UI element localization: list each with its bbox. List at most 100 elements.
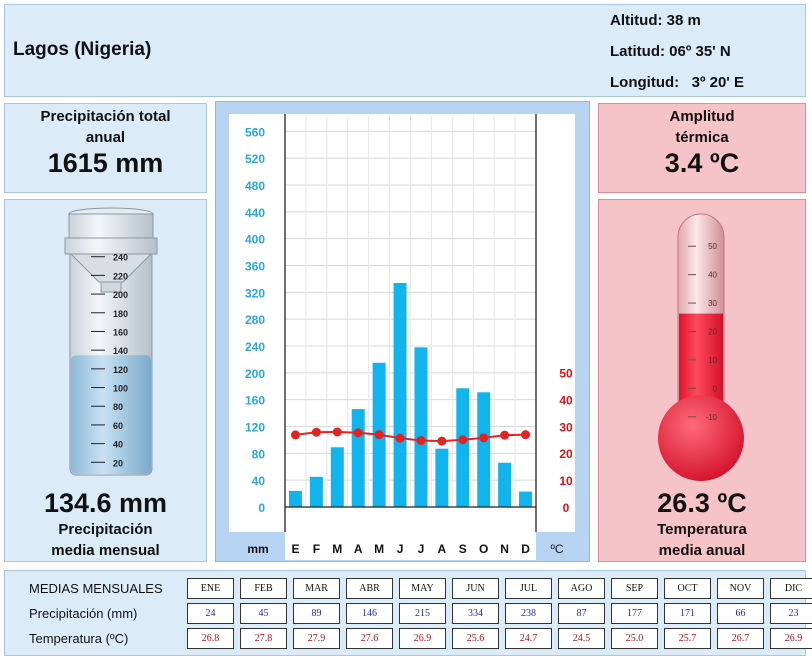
precip-bar <box>351 409 365 507</box>
table-precip-cell: 334 <box>452 603 499 624</box>
gauge-tick-label: 40 <box>113 440 123 450</box>
table-precip-cell: 238 <box>505 603 552 624</box>
y-tick-left: 320 <box>245 286 265 300</box>
y-tick-left: 240 <box>245 340 265 354</box>
table-temp-cell: 24.5 <box>558 628 605 649</box>
gauge-tick-label: 60 <box>113 421 123 431</box>
table-precip-cell: 24 <box>187 603 234 624</box>
y-tick-left: 480 <box>245 179 265 193</box>
precip-bar <box>477 392 491 507</box>
table-temp-cell: 25.7 <box>664 628 711 649</box>
month-label: N <box>500 542 509 556</box>
month-label: O <box>479 542 488 556</box>
table-month-cell: FEB <box>240 578 287 599</box>
gauge-tick-label: 120 <box>113 365 128 375</box>
month-label: A <box>354 542 363 556</box>
month-label: E <box>291 542 299 556</box>
y-tick-right: 20 <box>559 447 573 461</box>
thermometer-tick-label: -10 <box>705 413 717 422</box>
table-precip-cell: 146 <box>346 603 393 624</box>
y-tick-left: 400 <box>245 233 265 247</box>
temperature-mean-label-2: media anual <box>658 542 746 559</box>
table-month-cell: JUN <box>452 578 499 599</box>
y-tick-left: 520 <box>245 152 265 166</box>
gauge-tick-label: 200 <box>113 290 128 300</box>
y-tick-left: 160 <box>245 394 265 408</box>
precipitation-total-value: 1615 mm <box>47 148 164 178</box>
precip-bar <box>393 282 407 507</box>
y-tick-right: 50 <box>559 367 573 381</box>
temperature-point <box>395 433 405 443</box>
month-label: S <box>459 542 467 556</box>
month-label: M <box>374 542 384 556</box>
thermometer-panel: 50 40 30 20 10 0 -10 26.3 ºC Temperatura media… <box>598 199 806 562</box>
precip-bar <box>330 447 344 507</box>
temperature-mean-label: Temperatura <box>657 521 747 538</box>
precip-bar <box>288 490 302 507</box>
table-precip-cell: 66 <box>717 603 764 624</box>
table-precip-cell: 177 <box>611 603 658 624</box>
table-month-cell: SEP <box>611 578 658 599</box>
y-tick-left: 0 <box>258 501 265 515</box>
table-month-cell: JUL <box>505 578 552 599</box>
month-label: A <box>438 542 447 556</box>
precip-bar <box>498 462 512 507</box>
precipitation-mean-label: Precipitación <box>58 521 153 538</box>
y-tick-right: 30 <box>559 420 573 434</box>
y-tick-left: 280 <box>245 313 265 327</box>
table-temp-cell: 25.0 <box>611 628 658 649</box>
table-month-cell: AGO <box>558 578 605 599</box>
precip-bar <box>456 388 470 507</box>
table-temp-cell: 24.7 <box>505 628 552 649</box>
gauge-tick-label: 20 <box>113 458 123 468</box>
climate-chart-panel: 0 40 80 120 160 200 240 280 320 360 400 440 480 520 56… <box>215 101 590 562</box>
table-month-cell: NOV <box>717 578 764 599</box>
table-temp-cell: 25.6 <box>452 628 499 649</box>
thermal-range-label: Amplitud <box>669 108 735 125</box>
precip-bar <box>414 347 428 507</box>
table-month-cell: MAY <box>399 578 446 599</box>
table-month-cell: DIC <box>770 578 812 599</box>
table-precip-cell: 45 <box>240 603 287 624</box>
thermometer-icon: 50 40 30 20 10 0 -10 <box>658 213 744 481</box>
gauge-tick-label: 220 <box>113 271 128 281</box>
precipitation-row-label: Precipitación (mm) <box>29 606 138 621</box>
temperature-point <box>416 436 426 446</box>
gauge-tick-label: 80 <box>113 402 123 412</box>
table-temp-cell: 26.7 <box>717 628 764 649</box>
gauge-tick-label: 100 <box>113 384 128 394</box>
gauge-tick-label: 140 <box>113 346 128 356</box>
y-tick-left: 360 <box>245 260 265 274</box>
temperature-mean-value: 26.3 ºC <box>657 488 747 518</box>
precipitation-mean-value: 134.6 mm <box>43 488 168 518</box>
table-month-cell: OCT <box>664 578 711 599</box>
table-precip-cell: 89 <box>293 603 340 624</box>
longitude-text: Longitud: 3º 20' E <box>610 74 745 91</box>
table-precip-cell: 171 <box>664 603 711 624</box>
y-tick-left: 440 <box>245 206 265 220</box>
table-temp-cell: 27.9 <box>293 628 340 649</box>
table-temp-cell: 26.9 <box>770 628 812 649</box>
month-strip <box>285 532 536 560</box>
y-tick-left: 80 <box>252 447 266 461</box>
y-tick-left: 40 <box>252 474 266 488</box>
temperature-point <box>374 430 384 440</box>
gauge-tick-label: 180 <box>113 309 128 319</box>
month-label: J <box>418 542 425 556</box>
y-tick-right: 10 <box>559 474 573 488</box>
thermometer-tick-label: 40 <box>708 271 717 280</box>
gauge-tick-label: 160 <box>113 327 128 337</box>
table-month-cell: MAR <box>293 578 340 599</box>
altitude-text: Altitud: 38 m <box>610 12 701 29</box>
temperature-point <box>437 436 447 446</box>
precip-bar <box>435 448 449 507</box>
table-temp-cell: 27.6 <box>346 628 393 649</box>
table-precip-cell: 23 <box>770 603 812 624</box>
thermometer-tick-label: 30 <box>708 299 717 308</box>
thermal-range-label-2: térmica <box>675 129 729 146</box>
table-temp-cell: 26.8 <box>187 628 234 649</box>
climograph: 0408012016020024028032036040044048052056… <box>229 114 575 560</box>
precipitation-mean-label-2: media mensual <box>51 542 160 559</box>
month-label: D <box>521 542 530 556</box>
temperature-point <box>521 430 531 440</box>
